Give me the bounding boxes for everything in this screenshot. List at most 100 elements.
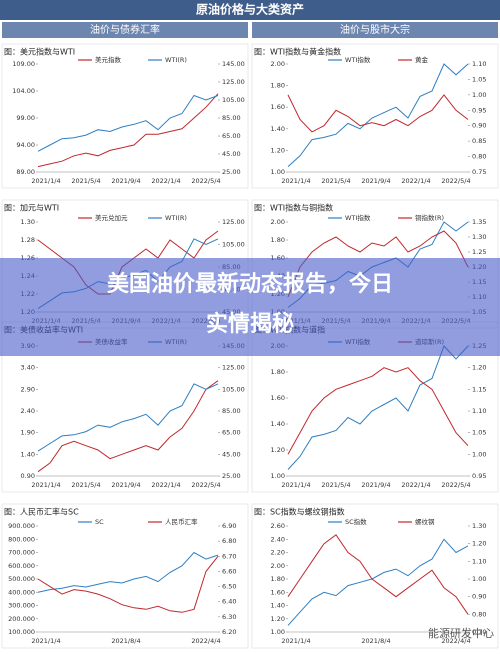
y-tick-label: 900.000 xyxy=(8,522,35,530)
y-tick-label: 300.000 xyxy=(8,602,35,610)
y-tick-label: 1.00 xyxy=(271,472,285,480)
y2-tick-label: 25.00 xyxy=(222,472,241,480)
y-tick-label: 1.60 xyxy=(271,588,285,596)
series-line xyxy=(287,534,469,615)
series-line xyxy=(287,345,469,470)
y2-tick-label: 105.00 xyxy=(222,241,245,249)
y-tick-label: 700.000 xyxy=(8,549,35,557)
x-tick-label: 2021/5/4 xyxy=(321,177,350,185)
series-line xyxy=(37,383,219,452)
x-tick-label: 2022/1/4 xyxy=(151,481,180,489)
panel xyxy=(1,503,249,649)
x-tick-label: 2022/5/4 xyxy=(441,177,470,185)
x-tick-label: 2021/9/4 xyxy=(111,177,140,185)
legend-label: 铜指数(R) xyxy=(415,213,444,222)
y-tick-label: 1.60 xyxy=(271,394,285,402)
headline: 实情揭秘 xyxy=(206,311,294,337)
y2-tick-label: 65.00 xyxy=(222,429,241,437)
section-bar xyxy=(2,22,248,38)
y-tick-label: 2.90 xyxy=(21,385,35,393)
y-tick-label: 1.40 xyxy=(271,420,285,428)
y2-tick-label: 0.80 xyxy=(472,610,486,618)
y2-tick-label: 1.05 xyxy=(472,75,486,83)
y2-tick-label: 1.00 xyxy=(472,575,486,583)
y-tick-label: 1.28 xyxy=(21,236,35,244)
y2-tick-label: 6.60 xyxy=(222,567,236,575)
x-tick-label: 2021/8/4 xyxy=(361,637,390,645)
header-title: 原油价格与大类资产 xyxy=(196,2,304,17)
y2-tick-label: 0.95 xyxy=(472,472,486,480)
y-tick-label: 1.20 xyxy=(271,146,285,154)
y-tick-label: 1.60 xyxy=(271,103,285,111)
y-tick-label: 109.00 xyxy=(12,60,35,68)
legend-label: 黄金 xyxy=(415,55,429,64)
legend-label: 美元指数 xyxy=(95,55,122,64)
series-line xyxy=(37,380,219,473)
section-bar xyxy=(252,22,498,38)
y-tick-label: 2.00 xyxy=(271,60,285,68)
y-tick-label: 1.80 xyxy=(271,82,285,90)
legend-label: WTI指数 xyxy=(345,55,371,64)
y-tick-label: 1.20 xyxy=(271,615,285,623)
legend-label: WTI指数 xyxy=(345,213,371,222)
y-tick-label: 2.00 xyxy=(271,218,285,226)
x-tick-label: 2022/5/4 xyxy=(191,481,220,489)
panel xyxy=(1,43,249,189)
series-line xyxy=(37,94,219,152)
y2-tick-label: 1.15 xyxy=(472,385,486,393)
panel xyxy=(251,43,499,189)
y2-tick-label: 1.00 xyxy=(472,450,486,458)
y2-tick-label: 0.80 xyxy=(472,153,486,161)
y-tick-label: 3.40 xyxy=(21,364,35,372)
chart-title: 图：SC指数与螺纹钢指数 xyxy=(254,507,345,517)
x-tick-label: 2021/9/4 xyxy=(361,177,390,185)
y2-tick-label: 6.50 xyxy=(222,583,236,591)
series-line xyxy=(287,538,469,626)
x-tick-label: 2021/8/4 xyxy=(111,637,140,645)
y-tick-label: 600.000 xyxy=(8,562,35,570)
legend-label: SC指数 xyxy=(345,517,367,526)
y2-tick-label: 6.80 xyxy=(222,537,236,545)
x-tick-label: 2022/1/4 xyxy=(151,177,180,185)
y2-tick-label: 0.90 xyxy=(472,593,486,601)
y2-tick-label: 1.20 xyxy=(472,364,486,372)
x-tick-label: 2022/1/4 xyxy=(401,177,430,185)
series-line xyxy=(287,367,469,455)
y2-tick-label: 0.90 xyxy=(472,122,486,130)
y2-tick-label: 0.95 xyxy=(472,106,486,114)
y2-tick-label: 1.25 xyxy=(472,248,486,256)
x-tick-label: 2021/1/4 xyxy=(31,481,60,489)
chart-title: 图：加元与WTI xyxy=(4,203,59,213)
panel xyxy=(251,503,499,649)
y2-tick-label: 1.35 xyxy=(472,218,486,226)
x-tick-label: 2021/9/4 xyxy=(111,481,140,489)
y-tick-label: 1.40 xyxy=(21,450,35,458)
y-tick-label: 1.00 xyxy=(271,628,285,636)
section-title: 油价与债券汇率 xyxy=(90,23,160,36)
x-tick-label: 2021/1/4 xyxy=(281,637,310,645)
y-tick-label: 1.80 xyxy=(271,368,285,376)
y2-tick-label: 45.00 xyxy=(222,450,241,458)
chart-title: 图：WTI指数与黄金指数 xyxy=(254,47,341,57)
legend-label: SC xyxy=(95,518,104,526)
y2-tick-label: 6.40 xyxy=(222,598,236,606)
y-tick-label: 2.40 xyxy=(21,407,35,415)
y2-tick-label: 1.10 xyxy=(472,407,486,415)
legend-label: 美元兑加元 xyxy=(95,213,128,222)
y2-tick-label: 0.85 xyxy=(472,137,486,145)
y2-tick-label: 1.30 xyxy=(472,522,486,530)
y-tick-label: 200.000 xyxy=(8,615,35,623)
y2-tick-label: 1.10 xyxy=(472,60,486,68)
x-tick-label: 2021/1/4 xyxy=(281,481,310,489)
y-tick-label: 1.80 xyxy=(271,236,285,244)
y2-tick-label: 6.90 xyxy=(222,522,236,530)
series-line xyxy=(287,230,469,298)
section-title: 油价与股市大宗 xyxy=(340,23,410,36)
y2-tick-label: 6.20 xyxy=(222,628,236,636)
y2-tick-label: 1.00 xyxy=(472,91,486,99)
y2-tick-label: 125.00 xyxy=(222,78,245,86)
series-line xyxy=(287,63,469,167)
y-tick-label: 99.00 xyxy=(16,114,35,122)
headline-band xyxy=(0,258,500,356)
